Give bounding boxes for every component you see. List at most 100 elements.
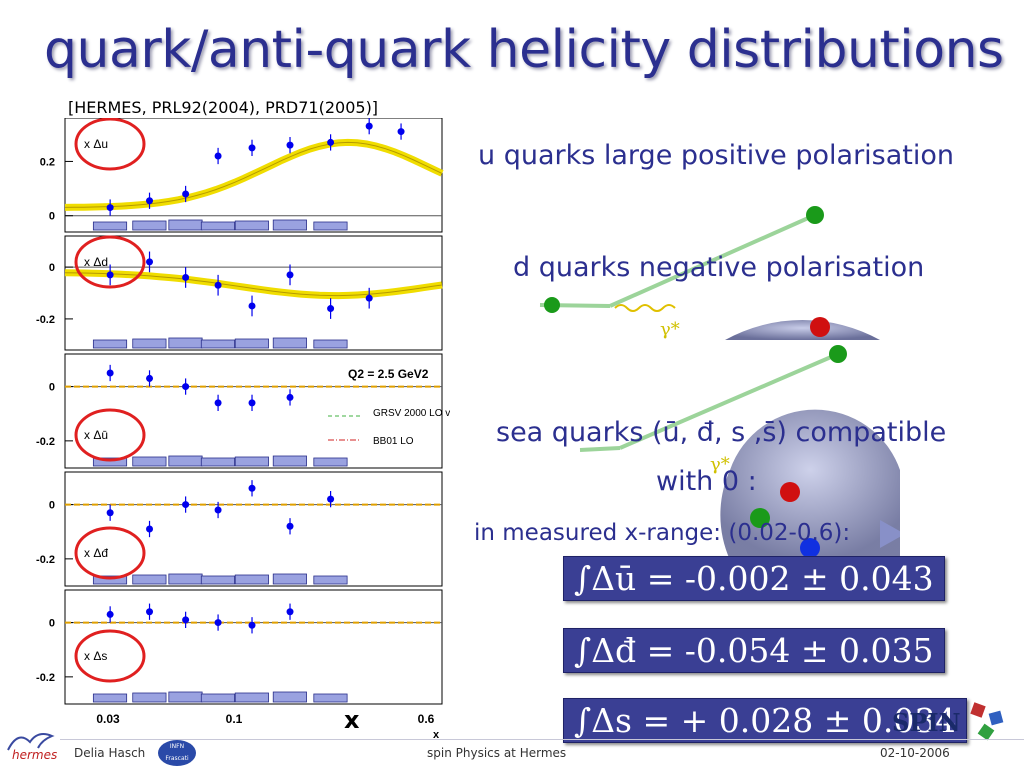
formula-s: ∫Δs = + 0.028 ± 0.034 <box>563 698 968 743</box>
syst-bar <box>92 457 128 467</box>
syst-bar <box>168 337 203 349</box>
bullet-sea-quarks: sea quarks (ū, đ, s ,s̄) compatible <box>496 417 947 448</box>
svg-text:γ*: γ* <box>710 454 730 475</box>
measured-range-text: in measured x-range: (0.02-0.6): <box>474 520 851 546</box>
syst-bar <box>272 573 307 585</box>
data-point <box>214 399 222 407</box>
data-point <box>214 152 222 160</box>
data-point <box>286 141 294 149</box>
green-quark-icon <box>806 206 824 224</box>
syst-bar <box>200 339 236 349</box>
syst-bar <box>168 573 203 585</box>
highlight-circle <box>74 526 146 580</box>
data-point <box>146 525 154 533</box>
syst-bar <box>313 693 348 703</box>
y-tick-label: 0.2 <box>40 156 55 168</box>
syst-bar <box>168 691 203 703</box>
syst-bar <box>272 455 307 467</box>
data-point <box>286 271 294 279</box>
syst-bar <box>313 575 348 585</box>
data-point <box>106 369 114 377</box>
panel-1: 0 0.2 x Δu <box>40 118 444 233</box>
x-axis-label: x <box>433 729 440 738</box>
highlight-circle <box>74 118 146 171</box>
data-point <box>146 608 154 616</box>
bullet-d-quarks: d quarks negative polarisation <box>513 252 925 283</box>
syst-bar <box>132 220 167 231</box>
data-point <box>286 522 294 530</box>
syst-bar <box>92 221 128 231</box>
data-point <box>106 271 114 279</box>
data-point <box>182 616 190 624</box>
data-point <box>146 258 154 266</box>
cube-icon <box>988 710 1004 726</box>
data-point <box>365 294 373 302</box>
spin-logo: SPIN <box>890 698 1016 754</box>
y-tick-label: 0 <box>49 500 55 512</box>
syst-bar <box>234 338 269 349</box>
y-tick-label: 0 <box>49 618 55 630</box>
data-point <box>146 374 154 382</box>
hermes-logo-text: hermes <box>12 748 58 762</box>
y-tick-label: -0.2 <box>36 436 55 448</box>
data-point <box>182 190 190 198</box>
syst-bar <box>132 692 167 703</box>
theory-curve <box>64 272 443 297</box>
y-tick-label: -0.2 <box>36 672 55 684</box>
panel-label: x Δs <box>84 649 107 663</box>
x-tick-0.03: 0.03 <box>96 712 120 726</box>
data-point <box>182 273 190 281</box>
cube-icon <box>970 702 986 718</box>
syst-bar <box>200 221 236 231</box>
data-point <box>248 484 256 492</box>
data-point <box>327 305 335 313</box>
dis-illustration: γ* γ* <box>539 206 900 560</box>
syst-bar <box>272 219 307 231</box>
y-tick-label: -0.2 <box>36 554 55 566</box>
infn-logo-text: INFN Frascati <box>165 743 189 762</box>
syst-bar <box>234 692 269 703</box>
data-point <box>397 128 405 136</box>
x-axis-ticks: 0.03 0.1 0.6 x <box>96 712 440 738</box>
panel-label: x Δu <box>84 137 108 151</box>
hermes-wings-icon <box>7 733 55 751</box>
panel-label: x Δū <box>84 428 108 442</box>
data-point <box>248 144 256 152</box>
footer-center: spin Physics at Hermes <box>427 746 567 760</box>
legend-bb01: BB01 LO <box>373 436 414 447</box>
green-quark-icon <box>829 345 847 363</box>
highlight-circle <box>74 629 146 683</box>
hermes-logo: hermes <box>4 728 58 766</box>
syst-bar <box>234 456 269 467</box>
helicity-plots: 0 0.2 x Δu 0 -0.2 x Δd 0 -0.2 x Δū 0 -0.2 x Δđ 0 -0.2… <box>36 118 450 738</box>
syst-bar <box>132 338 167 349</box>
data-point <box>286 608 294 616</box>
panel-4: 0 -0.2 x Δđ <box>36 471 443 587</box>
legend-grsv: GRSV 2000 LO val <box>373 408 450 419</box>
data-point <box>182 501 190 509</box>
theory-curve <box>64 141 443 208</box>
q2-annotation: Q2 = 2.5 GeV2 <box>348 367 429 381</box>
data-point <box>365 122 373 130</box>
data-point <box>214 506 222 514</box>
footer-date: 02-10-2006 <box>880 746 950 760</box>
highlight-circle <box>74 408 146 462</box>
slide-title: quark/anti-quark helicity distributions <box>44 20 1004 80</box>
y-tick-label: -0.2 <box>36 314 55 326</box>
spin-logo-text: SPIN <box>892 708 961 737</box>
data-point <box>248 302 256 310</box>
syst-bar <box>272 691 307 703</box>
syst-bar <box>92 575 128 585</box>
syst-bar <box>132 574 167 585</box>
svg-text:γ*: γ* <box>660 319 680 340</box>
y-tick-label: 0 <box>49 262 55 274</box>
formula-ubar: ∫Δū = -0.002 ± 0.043 <box>563 556 945 601</box>
syst-bar <box>168 219 203 231</box>
bullet-u-quarks: u quarks large positive polarisation <box>478 140 955 171</box>
data-point <box>248 621 256 629</box>
y-tick-label: 0 <box>49 382 55 394</box>
syst-bar <box>92 693 128 703</box>
data-point <box>327 495 335 503</box>
footer-author: Delia Hasch <box>74 746 146 760</box>
panel-frame <box>64 353 443 469</box>
